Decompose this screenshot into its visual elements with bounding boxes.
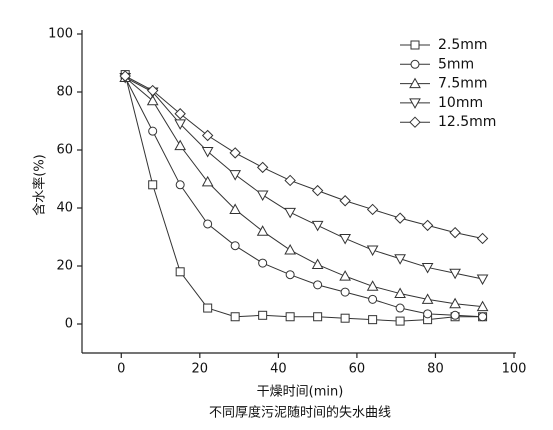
y-tick-label: 100 [48, 27, 73, 42]
x-tick-label: 20 [192, 362, 209, 377]
y-tick-label: 20 [56, 259, 73, 274]
marker [256, 161, 269, 174]
marker [340, 313, 350, 323]
marker [119, 70, 131, 82]
marker [258, 258, 268, 268]
marker [148, 180, 158, 190]
marker [230, 312, 240, 322]
marker [256, 190, 269, 201]
y-axis-label: 含水率(%) [32, 154, 48, 216]
legend-label: 5mm [438, 56, 474, 72]
marker [421, 293, 434, 304]
marker [476, 300, 489, 312]
x-tick-label: 100 [502, 362, 527, 377]
marker [394, 254, 406, 265]
marker [478, 312, 488, 322]
marker [230, 241, 240, 251]
marker [258, 310, 268, 320]
x-tick-label: 60 [349, 362, 366, 377]
marker [449, 226, 461, 239]
marker [285, 270, 295, 280]
marker [394, 287, 406, 299]
marker [146, 94, 159, 106]
marker [146, 84, 159, 97]
marker [423, 309, 433, 319]
marker [421, 262, 434, 274]
marker [410, 59, 420, 69]
marker [339, 195, 351, 207]
marker [174, 108, 186, 120]
marker [285, 312, 295, 322]
marker [229, 147, 241, 159]
marker [148, 126, 158, 136]
marker [476, 274, 489, 286]
legend-label: 7.5mm [438, 76, 488, 92]
series-line [124, 77, 483, 280]
caption: 不同厚度污泥随时间的失水曲线 [209, 405, 391, 421]
marker [421, 219, 434, 232]
marker [284, 244, 296, 255]
marker [409, 116, 421, 128]
marker [175, 180, 185, 190]
series-line [124, 75, 483, 239]
marker [203, 219, 213, 229]
y-tick-label: 60 [56, 143, 73, 158]
x-tick-label: 80 [427, 362, 444, 377]
marker [174, 139, 187, 151]
marker [311, 184, 324, 197]
marker [409, 77, 421, 89]
marker [366, 203, 379, 216]
marker [313, 280, 323, 290]
marker [201, 175, 214, 187]
series-line [124, 77, 483, 308]
marker [366, 245, 379, 257]
marker [284, 207, 296, 219]
y-tick-label: 80 [56, 85, 73, 100]
marker [395, 316, 405, 326]
legend-label: 2.5mm [438, 37, 488, 53]
marker [410, 40, 420, 50]
marker [313, 312, 323, 322]
marker [368, 315, 378, 325]
series-line [124, 74, 483, 322]
series-line [124, 77, 483, 318]
marker [203, 303, 213, 313]
y-tick-label: 40 [56, 201, 73, 216]
legend-label: 12.5mm [438, 114, 496, 130]
marker [395, 303, 405, 313]
marker [449, 297, 461, 309]
marker [409, 98, 421, 109]
x-tick-label: 40 [270, 362, 287, 377]
marker [229, 203, 242, 214]
marker [311, 258, 324, 270]
marker [201, 146, 214, 158]
marker [449, 268, 461, 280]
marker [229, 170, 242, 181]
marker [366, 280, 379, 291]
marker [256, 225, 269, 236]
marker [340, 287, 350, 297]
x-tick-label: 0 [117, 362, 125, 377]
marker [394, 212, 406, 224]
legend-label: 10mm [438, 95, 483, 111]
marker [450, 310, 460, 320]
marker [339, 233, 351, 245]
marker [175, 267, 185, 277]
marker [476, 232, 489, 245]
marker [284, 174, 296, 187]
x-axis-label: 干燥时间(min) [257, 385, 344, 400]
marker [311, 220, 324, 232]
marker [368, 294, 378, 304]
marker [174, 119, 187, 130]
marker [201, 129, 214, 142]
y-tick-label: 0 [65, 317, 73, 332]
marker [339, 270, 351, 281]
